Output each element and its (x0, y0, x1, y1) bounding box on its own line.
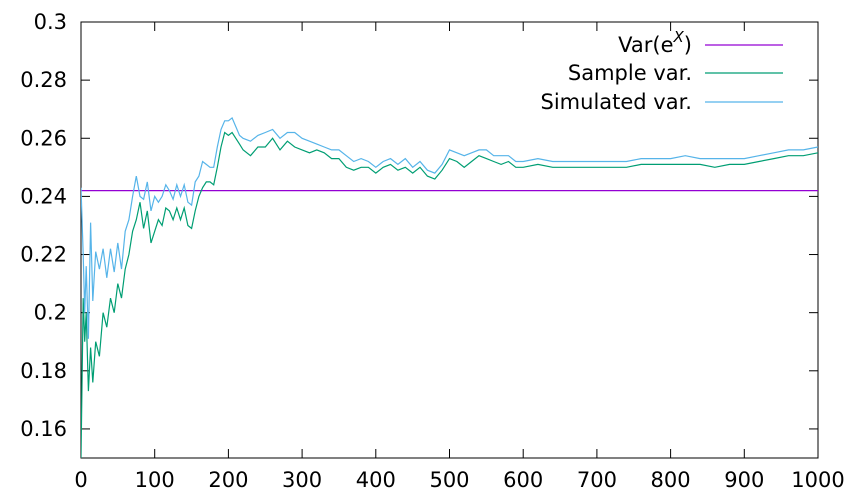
legend-label-base: Var(e (618, 33, 673, 57)
legend: Var(eX) Sample var. Simulated var. (541, 28, 783, 114)
y-tick-label: 0.3 (34, 10, 67, 34)
x-tick-label: 900 (724, 468, 764, 492)
x-tick-label: 400 (356, 468, 396, 492)
legend-label-tail: ) (684, 33, 692, 57)
plot-area (80, 21, 819, 459)
y-axis: 0.16 0.18 0.2 0.22 0.24 0.26 0.28 0.3 (20, 10, 818, 441)
y-tick-label: 0.24 (20, 184, 67, 208)
x-tick-label: 200 (208, 468, 248, 492)
legend-label-1: Var(eX) (618, 28, 692, 57)
series-layer (81, 116, 818, 458)
y-tick-label: 0.18 (20, 359, 67, 383)
x-axis: 0 100 200 300 400 500 600 700 800 900 1000 (74, 22, 845, 492)
y-tick-label: 0.22 (20, 243, 67, 267)
y-tick-label: 0.2 (34, 301, 67, 325)
y-tick-label: 0.28 (20, 68, 67, 92)
x-tick-label: 500 (429, 468, 469, 492)
series-line-3 (81, 116, 818, 339)
legend-label-2: Sample var. (568, 61, 692, 85)
legend-label-superscript: X (673, 28, 685, 46)
y-tick-label: 0.26 (20, 126, 67, 150)
x-tick-label: 800 (651, 468, 691, 492)
x-tick-label: 1000 (791, 468, 844, 492)
x-tick-label: 600 (503, 468, 543, 492)
plot-border (80, 21, 819, 459)
y-tick-label: 0.16 (20, 417, 67, 441)
x-tick-label: 300 (282, 468, 322, 492)
x-tick-label: 700 (577, 468, 617, 492)
legend-label-3: Simulated var. (541, 90, 692, 114)
x-tick-label: 0 (74, 468, 87, 492)
x-tick-label: 100 (135, 468, 175, 492)
series-line-2 (81, 131, 818, 458)
